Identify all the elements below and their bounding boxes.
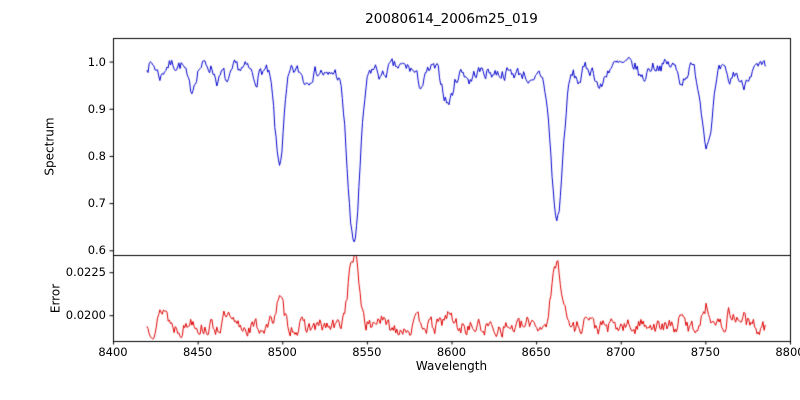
spectrum-y-axis-label: Spectrum bbox=[42, 117, 57, 176]
x-tick-label: 8600 bbox=[436, 345, 467, 359]
chart-title: 20080614_2006m25_019 bbox=[365, 11, 538, 27]
x-tick-label: 8450 bbox=[182, 345, 213, 359]
x-tick-label: 8500 bbox=[267, 345, 297, 359]
spectrum-y-tick-label: 0.8 bbox=[87, 148, 106, 163]
spectrum-y-tick-label: 0.7 bbox=[87, 196, 106, 211]
x-axis-label: Wavelength bbox=[415, 359, 488, 373]
error-y-tick-label: 0.0225 bbox=[65, 265, 106, 280]
error-y-tick-label: 0.0200 bbox=[65, 308, 106, 323]
error-y-axis-label: Error bbox=[48, 283, 63, 314]
x-tick-label: 8750 bbox=[690, 345, 721, 359]
x-tick-label: 8650 bbox=[521, 345, 551, 359]
x-tick-label: 8400 bbox=[98, 345, 128, 359]
x-tick-label: 8700 bbox=[606, 345, 636, 359]
spectrum-y-tick-label: 0.6 bbox=[87, 243, 106, 258]
x-tick-label: 8550 bbox=[352, 345, 382, 359]
spectrum-y-tick-label: 1.0 bbox=[87, 54, 106, 69]
spectrum-y-tick-label: 0.9 bbox=[87, 101, 106, 116]
